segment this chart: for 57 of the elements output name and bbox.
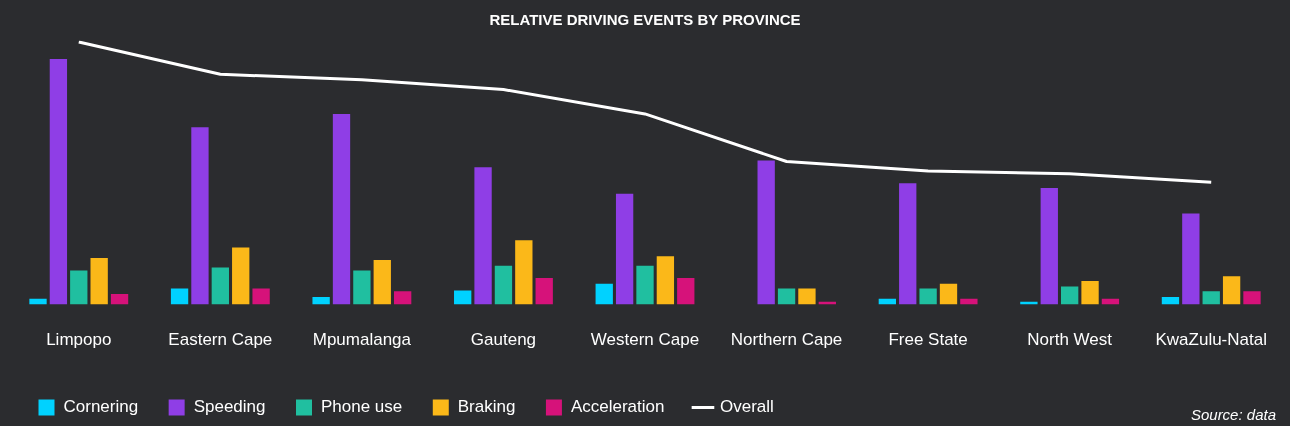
source-note: Source: data — [1190, 406, 1276, 424]
bar — [636, 265, 654, 305]
chart-title: RELATIVE DRIVING EVENTS BY PROVINCE — [489, 11, 801, 29]
bar — [1243, 291, 1261, 305]
bar — [494, 265, 513, 305]
bar — [919, 288, 937, 305]
bar — [170, 288, 189, 305]
x-tick-label: KwaZulu-Natal — [1155, 330, 1267, 350]
bar — [49, 59, 68, 305]
bar — [1061, 286, 1079, 305]
bar — [1161, 296, 1180, 305]
bar — [1182, 213, 1200, 305]
bar — [332, 113, 351, 305]
bar — [615, 193, 634, 305]
bar — [939, 283, 958, 305]
bar — [393, 291, 412, 305]
bar — [90, 258, 108, 305]
bar — [960, 298, 978, 305]
x-tick-label: Eastern Cape — [168, 330, 273, 350]
bar — [1202, 291, 1220, 305]
bar — [757, 160, 775, 305]
x-tick-label: Western Cape — [590, 330, 700, 350]
x-tick-label: Mpumalanga — [312, 330, 412, 350]
bar — [595, 283, 613, 305]
bar — [899, 183, 917, 305]
bar — [232, 247, 250, 305]
bar — [373, 259, 391, 305]
bar — [191, 127, 209, 305]
x-tick-label: Free State — [888, 330, 968, 350]
legend-label: Phone use — [320, 397, 403, 417]
bar — [515, 240, 533, 305]
bar — [70, 270, 88, 305]
legend-label: Overall — [719, 397, 774, 417]
x-tick-label: North West — [1027, 330, 1113, 350]
bar — [312, 296, 330, 305]
x-tick-label: Gauteng — [470, 330, 537, 350]
bar — [798, 288, 816, 305]
legend-label: Speeding — [193, 397, 266, 417]
bar — [110, 294, 129, 305]
bar — [454, 290, 472, 305]
bar — [1081, 280, 1099, 305]
bar — [211, 267, 229, 305]
bar — [677, 278, 695, 305]
bar — [252, 288, 270, 305]
x-tick-label: Northern Cape — [730, 330, 843, 350]
bar — [474, 167, 492, 305]
legend-label: Acceleration — [570, 397, 665, 417]
legend-label: Cornering — [63, 397, 139, 417]
bar — [1040, 188, 1058, 305]
bar — [1222, 276, 1241, 305]
x-tick-label: Limpopo — [46, 330, 112, 350]
bar — [535, 278, 553, 305]
bar — [29, 298, 47, 305]
bar — [353, 270, 371, 305]
bar — [656, 256, 675, 305]
bar — [777, 288, 796, 305]
legend-label: Braking — [457, 397, 516, 417]
